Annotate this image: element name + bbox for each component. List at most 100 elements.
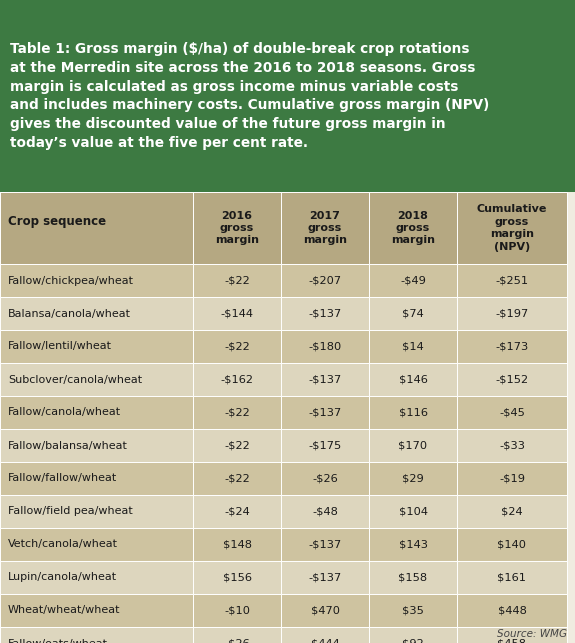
Bar [0, 297, 193, 330]
Text: 2017
gross
margin: 2017 gross margin [303, 211, 347, 246]
Text: $148: $148 [223, 539, 251, 550]
Text: -$180: -$180 [308, 341, 342, 352]
Text: -$137: -$137 [308, 374, 342, 385]
Text: -$22: -$22 [224, 408, 250, 417]
Text: -$152: -$152 [496, 374, 528, 385]
Bar [193, 561, 281, 594]
Bar [193, 594, 281, 627]
Bar [281, 363, 369, 396]
Text: $24: $24 [501, 507, 523, 516]
Text: -$137: -$137 [308, 408, 342, 417]
Bar [0, 363, 193, 396]
Text: $92: $92 [402, 638, 424, 643]
Bar [369, 264, 457, 297]
Text: 2016
gross
margin: 2016 gross margin [215, 211, 259, 246]
Text: $470: $470 [310, 606, 339, 615]
Text: -$22: -$22 [224, 440, 250, 451]
Bar [193, 363, 281, 396]
Text: -$26: -$26 [312, 473, 338, 484]
Bar [457, 528, 567, 561]
Text: -$22: -$22 [224, 275, 250, 285]
Bar [0, 264, 193, 297]
Bar [0, 561, 193, 594]
Text: $140: $140 [497, 539, 527, 550]
Text: -$175: -$175 [308, 440, 342, 451]
Bar [457, 627, 567, 643]
Text: Table 1: Gross margin ($/ha) of double-break crop rotations
at the Merredin site: Table 1: Gross margin ($/ha) of double-b… [10, 42, 489, 150]
Bar [0, 528, 193, 561]
Bar [369, 462, 457, 495]
Bar [457, 594, 567, 627]
Bar [193, 192, 281, 264]
Text: Fallow/chickpea/wheat: Fallow/chickpea/wheat [8, 275, 134, 285]
Text: $29: $29 [402, 473, 424, 484]
Bar [457, 264, 567, 297]
Bar [281, 429, 369, 462]
Bar [457, 462, 567, 495]
Text: -$49: -$49 [400, 275, 426, 285]
Bar [0, 462, 193, 495]
Text: -$19: -$19 [499, 473, 525, 484]
Text: -$22: -$22 [224, 473, 250, 484]
Bar [193, 528, 281, 561]
Bar [369, 627, 457, 643]
Text: $170: $170 [398, 440, 428, 451]
Text: $158: $158 [398, 572, 428, 583]
Bar [0, 429, 193, 462]
Bar [369, 363, 457, 396]
Bar [369, 495, 457, 528]
Text: -$33: -$33 [499, 440, 525, 451]
Bar [369, 594, 457, 627]
Text: Lupin/canola/wheat: Lupin/canola/wheat [8, 572, 117, 583]
Text: Fallow/canola/wheat: Fallow/canola/wheat [8, 408, 121, 417]
Text: -$10: -$10 [224, 606, 250, 615]
Text: -$251: -$251 [496, 275, 528, 285]
Bar [457, 192, 567, 264]
Text: $458: $458 [497, 638, 527, 643]
Text: -$45: -$45 [499, 408, 525, 417]
Bar [369, 429, 457, 462]
Text: Source: WMG: Source: WMG [497, 629, 567, 639]
Bar [457, 495, 567, 528]
Bar [0, 330, 193, 363]
Bar [193, 264, 281, 297]
Text: $104: $104 [398, 507, 427, 516]
Text: $116: $116 [398, 408, 427, 417]
Bar [281, 462, 369, 495]
Text: $161: $161 [497, 572, 527, 583]
Bar [0, 495, 193, 528]
Bar [457, 396, 567, 429]
Text: Subclover/canola/wheat: Subclover/canola/wheat [8, 374, 142, 385]
Text: -$197: -$197 [496, 309, 528, 318]
Text: -$137: -$137 [308, 309, 342, 318]
Bar [0, 396, 193, 429]
Text: Fallow/lentil/wheat: Fallow/lentil/wheat [8, 341, 112, 352]
Text: -$144: -$144 [220, 309, 254, 318]
Bar [281, 561, 369, 594]
Text: Balansa/canola/wheat: Balansa/canola/wheat [8, 309, 131, 318]
Bar [0, 192, 193, 264]
Bar [0, 0, 575, 192]
Bar [457, 429, 567, 462]
Bar [193, 396, 281, 429]
Bar [457, 363, 567, 396]
Bar [281, 627, 369, 643]
Bar [281, 192, 369, 264]
Text: -$22: -$22 [224, 341, 250, 352]
Text: -$26: -$26 [224, 638, 250, 643]
Text: $74: $74 [402, 309, 424, 318]
Text: Fallow/oats/wheat: Fallow/oats/wheat [8, 638, 108, 643]
Bar [369, 396, 457, 429]
Text: -$48: -$48 [312, 507, 338, 516]
Text: Fallow/fallow/wheat: Fallow/fallow/wheat [8, 473, 117, 484]
Bar [369, 561, 457, 594]
Bar [369, 330, 457, 363]
Text: $156: $156 [223, 572, 251, 583]
Bar [193, 297, 281, 330]
Text: $146: $146 [398, 374, 427, 385]
Text: -$24: -$24 [224, 507, 250, 516]
Bar [457, 561, 567, 594]
Text: -$162: -$162 [220, 374, 254, 385]
Bar [193, 429, 281, 462]
Bar [281, 297, 369, 330]
